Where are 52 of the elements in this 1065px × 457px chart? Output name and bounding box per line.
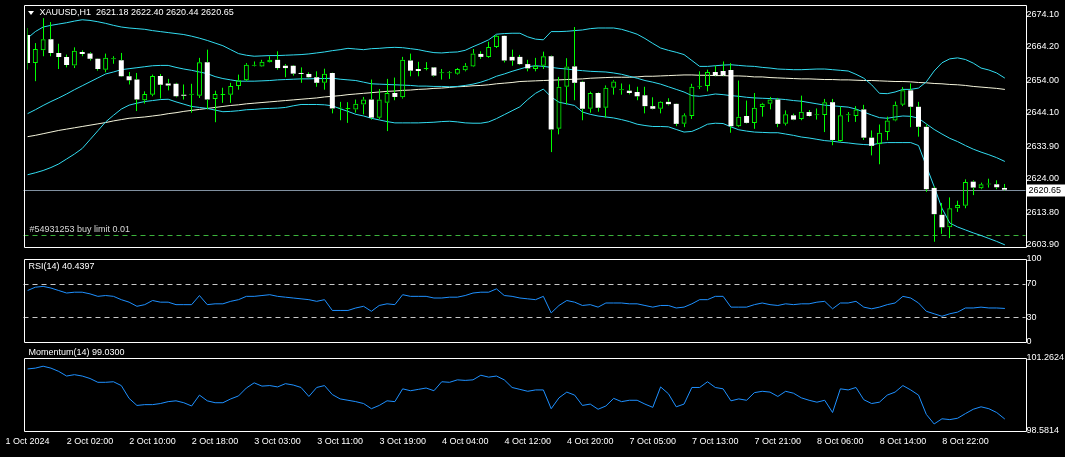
- candlestick: [939, 202, 945, 235]
- y-tick-label: 2613.80: [1026, 206, 1060, 217]
- y-tick-label: 2644.10: [1026, 107, 1060, 118]
- x-tick-label: 1 Oct 2024: [5, 435, 50, 446]
- x-tick-label: 7 Oct 05:00: [629, 435, 677, 446]
- y-tick-label: 2633.90: [1026, 140, 1060, 151]
- x-tick-label: 4 Oct 12:00: [504, 435, 551, 446]
- x-tick-label: 4 Oct 20:00: [566, 435, 614, 446]
- candlestick: [572, 26, 578, 101]
- x-tick-label: 8 Oct 14:00: [879, 435, 927, 446]
- y-tick-label: 100: [1026, 253, 1042, 264]
- candlestick: [368, 79, 374, 121]
- x-tick-label: 2 Oct 10:00: [129, 435, 176, 446]
- y-tick-label: 30: [1026, 311, 1037, 322]
- candlestick: [908, 82, 914, 128]
- y-tick-label: 101.2624: [1026, 352, 1065, 363]
- y-tick-label: 2624.00: [1026, 173, 1060, 184]
- candlestick: [48, 21, 54, 57]
- y-tick-label: 2674.10: [1026, 8, 1060, 19]
- candlestick: [916, 101, 922, 138]
- x-tick-label: 7 Oct 21:00: [754, 435, 802, 446]
- candlestick: [56, 43, 62, 70]
- candlestick: [298, 66, 304, 84]
- candlestick: [407, 53, 413, 77]
- x-tick-label: 7 Oct 13:00: [692, 435, 739, 446]
- x-tick-label: 4 Oct 04:00: [441, 435, 489, 446]
- candlestick: [134, 72, 140, 112]
- ref-line-label: #54931253 buy limit 0.01: [29, 224, 131, 235]
- x-tick-label: 3 Oct 11:00: [317, 435, 364, 446]
- chart-title: XAUUSD,H1 2621.18 2622.40 2620.44 2620.65: [39, 7, 234, 18]
- x-tick-label: 3 Oct 03:00: [254, 435, 301, 446]
- ref-line-label: 2620.65: [1028, 184, 1062, 195]
- y-tick-label: 2664.20: [1026, 41, 1060, 52]
- x-tick-label: 8 Oct 22:00: [942, 435, 989, 446]
- candlestick: [157, 73, 163, 100]
- candlestick: [595, 91, 601, 113]
- y-tick-label: 0: [1026, 336, 1032, 347]
- candlestick: [869, 129, 875, 156]
- chart-title: Momentum(14) 99.0300: [28, 347, 125, 358]
- candlestick: [275, 50, 281, 71]
- y-tick-label: 98.5814: [1026, 425, 1060, 436]
- x-tick-label: 2 Oct 02:00: [66, 435, 114, 446]
- x-tick-label: 8 Oct 06:00: [817, 435, 864, 446]
- y-tick-label: 70: [1026, 278, 1037, 289]
- y-tick-label: 2654.00: [1026, 74, 1060, 85]
- candlestick: [392, 77, 398, 101]
- x-tick-label: 2 Oct 18:00: [191, 435, 239, 446]
- y-tick-label: 2603.90: [1026, 239, 1060, 250]
- chart-title: RSI(14) 40.4397: [28, 261, 95, 272]
- candlestick: [744, 100, 750, 125]
- x-tick-label: 3 Oct 19:00: [379, 435, 426, 446]
- candlestick: [642, 86, 648, 114]
